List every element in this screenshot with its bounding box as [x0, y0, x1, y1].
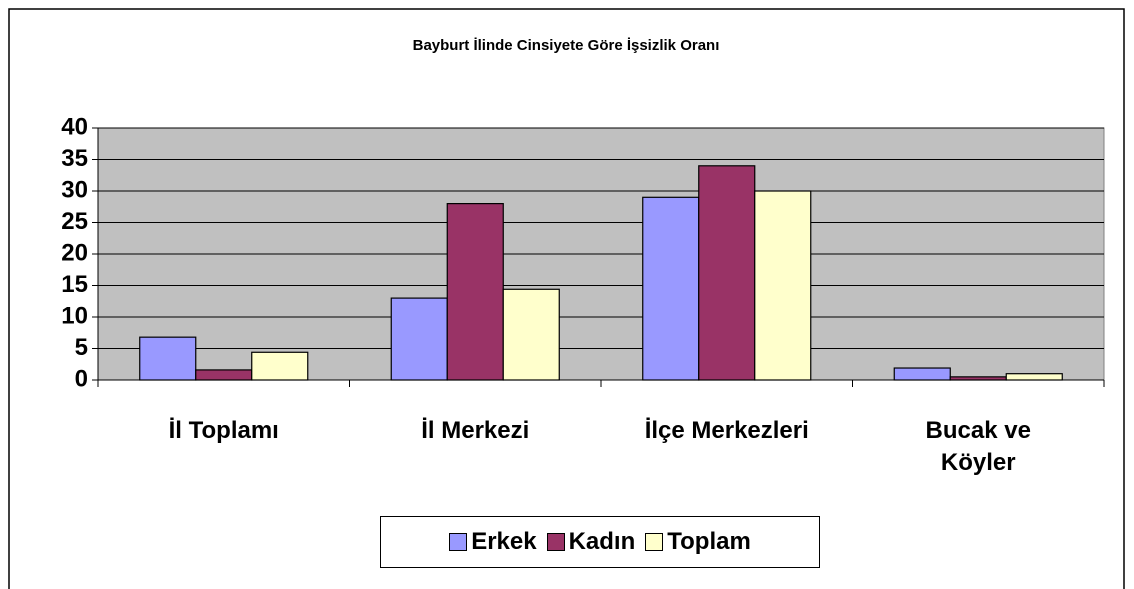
x-tick-label: İl Merkezi: [421, 417, 530, 444]
bar: [754, 190, 812, 381]
bar: [195, 369, 253, 381]
legend-swatch: [449, 533, 468, 551]
legend-item: Erkek: [449, 528, 537, 556]
y-tick-label: 35: [61, 145, 88, 172]
bar: [698, 165, 756, 381]
legend-label: Kadın: [568, 528, 636, 555]
legend: Erkek Kadın Toplam: [380, 516, 820, 568]
y-tick-label: 0: [75, 365, 88, 392]
bar: [1005, 373, 1063, 381]
bar: [139, 336, 197, 381]
bar: [446, 203, 504, 381]
y-tick-label: 10: [61, 302, 88, 329]
legend-label: Toplam: [667, 528, 751, 555]
y-tick-label: 20: [61, 239, 88, 266]
bar: [949, 376, 1007, 381]
bar: [502, 288, 560, 381]
legend-item: Toplam: [645, 528, 751, 556]
legend-item: Kadın: [546, 528, 636, 556]
legend-swatch: [546, 533, 565, 551]
legend-label: Erkek: [471, 528, 537, 555]
legend-swatch: [645, 533, 664, 551]
chart-frame: [8, 8, 1125, 589]
bar: [642, 196, 700, 381]
y-tick-label: 40: [61, 113, 88, 140]
y-tick-label: 5: [75, 334, 88, 361]
y-tick-label: 25: [61, 208, 88, 235]
bar: [251, 351, 309, 381]
x-tick-label: İl Toplamı: [168, 417, 279, 444]
chart-title: Bayburt İlinde Cinsiyete Göre İşsizlik O…: [413, 37, 720, 54]
bar: [893, 367, 951, 381]
y-tick-label: 30: [61, 176, 88, 203]
y-tick-label: 15: [61, 271, 88, 298]
x-tick-label: İlçe Merkezleri: [644, 417, 809, 444]
x-tick-label: Bucak ve Köyler: [925, 417, 1031, 476]
bar: [390, 297, 448, 381]
